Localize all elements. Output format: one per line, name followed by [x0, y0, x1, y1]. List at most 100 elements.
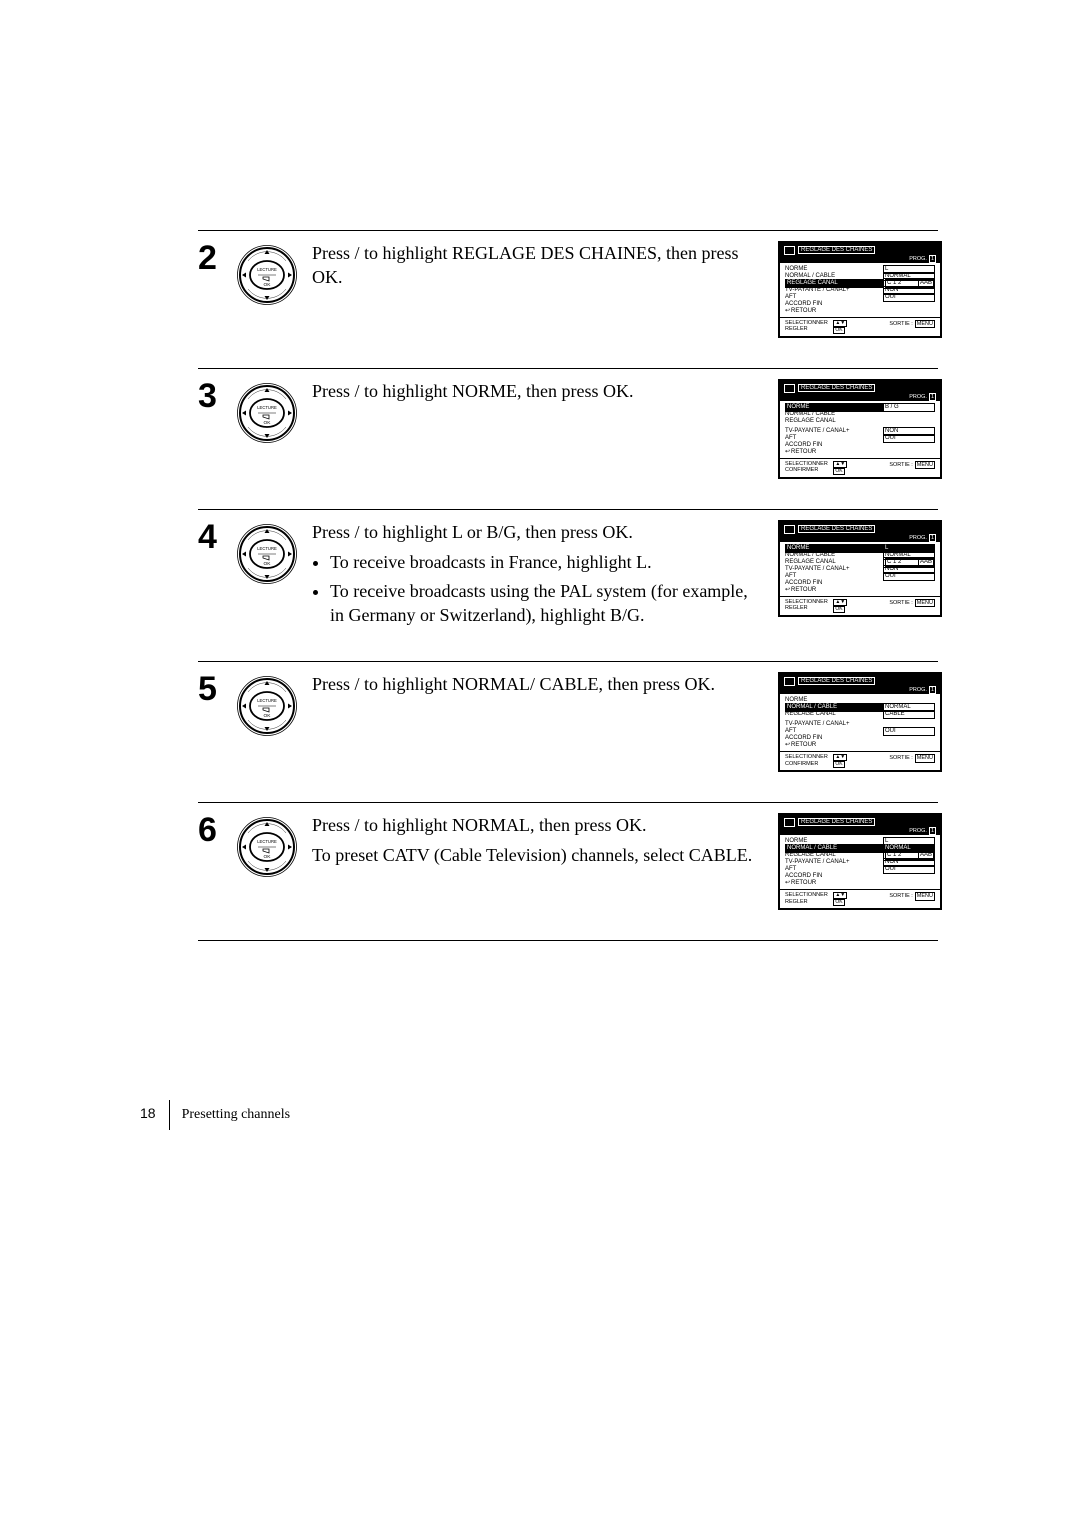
osd-menu-label: ACCORD FIN	[785, 442, 935, 449]
osd-menu-row: AFTOUI	[785, 573, 935, 580]
step-2: 2 LECTURE OK Press / to highlight REGLAG…	[198, 230, 938, 368]
svg-text:OK: OK	[264, 561, 272, 567]
osd-menu-label: ACCORD FIN	[785, 735, 935, 742]
instruction-bullet: To receive broadcasts in France, highlig…	[330, 550, 764, 574]
osd-menu-label: ACCORD FIN	[785, 301, 935, 308]
osd-menu-label: ACCORD FIN	[785, 873, 935, 880]
osd-menu-label: REGLAGE CANAL	[785, 852, 883, 859]
osd-prog: PROG.1	[909, 534, 936, 542]
osd-menu-row: ACCORD FIN	[785, 735, 935, 742]
step-instruction: Press / to highlight NORMAL, then press …	[312, 813, 778, 874]
osd-body: NORMELNORMAL / CABLENORMALREGLAGE CANALC…	[780, 263, 940, 317]
step-4: 4 LECTURE OK Press / to highlight L or B…	[198, 509, 938, 661]
osd-title: REGLAGE DES CHAINES	[798, 818, 875, 826]
osd-prog: PROG.1	[909, 255, 936, 263]
step-number: 2	[198, 241, 236, 275]
osd-menu-label: RETOUR	[785, 742, 935, 749]
nav-wheel: LECTURE OK	[236, 523, 298, 585]
instruction-text: Press / to highlight NORMAL, then press …	[312, 813, 764, 837]
nav-wheel-icon: LECTURE OK	[236, 816, 298, 878]
instruction-text: Press / to highlight L or B/G, then pres…	[312, 520, 764, 544]
osd-header: REGLAGE DES CHAINES PROG.1	[780, 815, 940, 835]
nav-wheel: LECTURE OK	[236, 244, 298, 306]
osd-footer-left: SELECTIONNERREGLER ▲▼ OK	[785, 892, 847, 906]
osd-body: NORMEB / GNORMAL / CABLEREGLAGE CANALTV-…	[780, 401, 940, 458]
osd-header: REGLAGE DES CHAINES PROG.1	[780, 674, 940, 694]
osd-footer-left: SELECTIONNERCONFIRMER ▲▼ OK	[785, 754, 847, 768]
osd-menu-label: TV-PAYANTE / CANAL+	[785, 859, 883, 866]
osd-body: NORMENORMAL / CABLENORMALREGLAGE CANALCA…	[780, 694, 940, 751]
footer-divider	[169, 1100, 170, 1130]
tv-icon	[784, 384, 795, 393]
ok-key-icon: OK	[833, 899, 844, 906]
osd-menu-row: AFTOUI	[785, 435, 935, 442]
osd-menu-label: TV-PAYANTE / CANAL+	[785, 566, 883, 573]
tv-icon	[784, 246, 795, 255]
page-footer: 18 Presetting channels	[140, 1100, 290, 1130]
instruction-text: To preset CATV (Cable Television) channe…	[312, 843, 764, 867]
osd-menu-row: NORMAL / CABLE	[785, 411, 935, 418]
osd-footer: SELECTIONNERREGLER ▲▼ OK SORTIE :MENU	[780, 889, 940, 908]
instruction-text: Press / to highlight REGLAGE DES CHAINES…	[312, 241, 764, 290]
nav-wheel-icon: LECTURE OK	[236, 523, 298, 585]
nav-wheel: LECTURE OK	[236, 382, 298, 444]
svg-text:LECTURE: LECTURE	[257, 405, 277, 410]
osd-footer-right: SORTIE :MENU	[889, 599, 935, 607]
osd-footer: SELECTIONNERCONFIRMER ▲▼ OK SORTIE :MENU	[780, 458, 940, 477]
step-number: 4	[198, 520, 236, 554]
updown-key-icon: ▲▼	[833, 892, 847, 899]
instruction-bullets: To receive broadcasts in France, highlig…	[312, 550, 764, 627]
osd-menu-row: AFTOUI	[785, 728, 935, 735]
osd-title: REGLAGE DES CHAINES	[798, 246, 875, 254]
step-number: 5	[198, 672, 236, 706]
nav-wheel-icon: LECTURE OK	[236, 675, 298, 737]
osd-body: NORMELNORMAL / CABLENORMALREGLAGE CANALC…	[780, 542, 940, 596]
osd-footer-left: SELECTIONNERREGLER ▲▼ OK	[785, 599, 847, 613]
osd-footer-right: SORTIE :MENU	[889, 461, 935, 469]
osd-header: REGLAGE DES CHAINES PROG.1	[780, 243, 940, 263]
osd-menu-row: ACCORD FIN	[785, 442, 935, 449]
page-number: 18	[140, 1105, 156, 1121]
tv-icon	[784, 525, 795, 534]
svg-text:OK: OK	[264, 282, 272, 288]
osd-menu-label: NORMAL / CABLE	[785, 411, 935, 418]
osd-menu-label: RETOUR	[785, 587, 935, 594]
osd-menu-row: ACCORD FIN	[785, 873, 935, 880]
osd-column: REGLAGE DES CHAINES PROG.1 NORMENORMAL /…	[778, 672, 938, 772]
manual-page: 2 LECTURE OK Press / to highlight REGLAG…	[0, 0, 1080, 1525]
instruction-bullet: To receive broadcasts using the PAL syst…	[330, 579, 764, 628]
osd-menu-row: ACCORD FIN	[785, 301, 935, 308]
osd-menu-label: RETOUR	[785, 449, 935, 456]
osd-menu-row: RETOUR	[785, 587, 935, 594]
nav-wheel-icon: LECTURE OK	[236, 382, 298, 444]
osd-body: NORMELNORMAL / CABLENORMALREGLAGE CANALC…	[780, 835, 940, 889]
updown-key-icon: ▲▼	[833, 320, 847, 327]
ok-key-icon: OK	[833, 761, 844, 768]
ok-key-icon: OK	[833, 468, 844, 475]
osd-menu-label: TV-PAYANTE / CANAL+	[785, 287, 883, 294]
osd-menu-label: RETOUR	[785, 880, 935, 887]
svg-text:LECTURE: LECTURE	[257, 546, 277, 551]
osd-header: REGLAGE DES CHAINES PROG.1	[780, 381, 940, 401]
osd-footer: SELECTIONNERREGLER ▲▼ OK SORTIE :MENU	[780, 317, 940, 336]
instruction-text: Press / to highlight NORME, then press O…	[312, 379, 764, 403]
nav-wheel: LECTURE OK	[236, 675, 298, 737]
osd-screen: REGLAGE DES CHAINES PROG.1 NORMEB / GNOR…	[778, 379, 942, 479]
osd-menu-row: AFTOUI	[785, 294, 935, 301]
osd-header: REGLAGE DES CHAINES PROG.1	[780, 522, 940, 542]
section-title: Presetting channels	[182, 1107, 290, 1122]
osd-menu-label: AFT	[785, 573, 883, 580]
instruction-text: Press / to highlight NORMAL/ CABLE, then…	[312, 672, 764, 696]
osd-screen: REGLAGE DES CHAINES PROG.1 NORMELNORMAL …	[778, 813, 942, 910]
osd-menu-row: RETOUR	[785, 308, 935, 315]
svg-text:OK: OK	[264, 854, 272, 860]
osd-menu-row: REGLAGE CANAL	[785, 418, 935, 425]
osd-column: REGLAGE DES CHAINES PROG.1 NORMELNORMAL …	[778, 813, 938, 910]
osd-menu-row: RETOUR	[785, 880, 935, 887]
osd-column: REGLAGE DES CHAINES PROG.1 NORMELNORMAL …	[778, 241, 938, 338]
ok-key-icon: OK	[833, 606, 844, 613]
osd-menu-row: NORMEB / G	[785, 404, 935, 411]
osd-menu-label: ACCORD FIN	[785, 580, 935, 587]
osd-footer: SELECTIONNERREGLER ▲▼ OK SORTIE :MENU	[780, 596, 940, 615]
osd-menu-label: REGLAGE CANAL	[785, 711, 883, 718]
